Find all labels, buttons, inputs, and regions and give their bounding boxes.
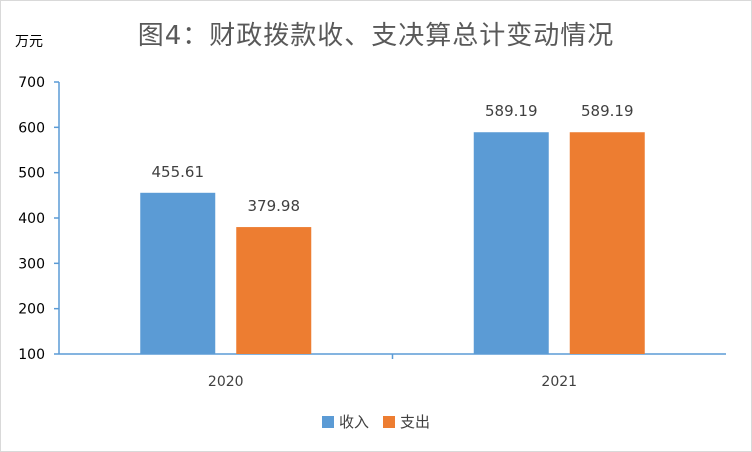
bar-expense-2020 bbox=[236, 227, 312, 354]
chart-title: 图4：财政拨款收、支决算总计变动情况 bbox=[137, 21, 615, 51]
chart-legend: 收入 支出 bbox=[1, 411, 751, 432]
data-label: 379.98 bbox=[248, 197, 301, 215]
bar-income-2020 bbox=[140, 192, 216, 354]
y-tick-label: 400 bbox=[18, 211, 45, 227]
legend-item-expense: 支出 bbox=[383, 411, 430, 432]
y-tick-label: 100 bbox=[18, 347, 45, 363]
data-label: 455.61 bbox=[152, 163, 205, 181]
legend-swatch-expense bbox=[383, 415, 395, 428]
data-label: 589.19 bbox=[485, 102, 538, 120]
legend-label-income: 收入 bbox=[338, 413, 369, 431]
x-tick-label: 2020 bbox=[208, 374, 244, 390]
y-axis-unit-label: 万元 bbox=[15, 34, 43, 50]
y-tick-label: 500 bbox=[18, 166, 45, 182]
y-tick-label: 300 bbox=[18, 256, 45, 272]
bar-expense-2021 bbox=[569, 132, 645, 354]
data-label: 589.19 bbox=[581, 102, 634, 120]
y-tick-label: 200 bbox=[18, 302, 45, 318]
x-tick-label: 2021 bbox=[541, 374, 577, 390]
bar-income-2021 bbox=[473, 132, 549, 354]
legend-item-income: 收入 bbox=[321, 411, 369, 432]
legend-swatch-income bbox=[321, 415, 334, 428]
bar-chart: 100 200 300 400 500 600 700 455.61 379.98 2020 589… bbox=[18, 75, 726, 390]
y-tick-label: 600 bbox=[18, 120, 45, 136]
legend-label-expense: 支出 bbox=[400, 413, 431, 431]
y-tick-label: 700 bbox=[18, 75, 45, 91]
